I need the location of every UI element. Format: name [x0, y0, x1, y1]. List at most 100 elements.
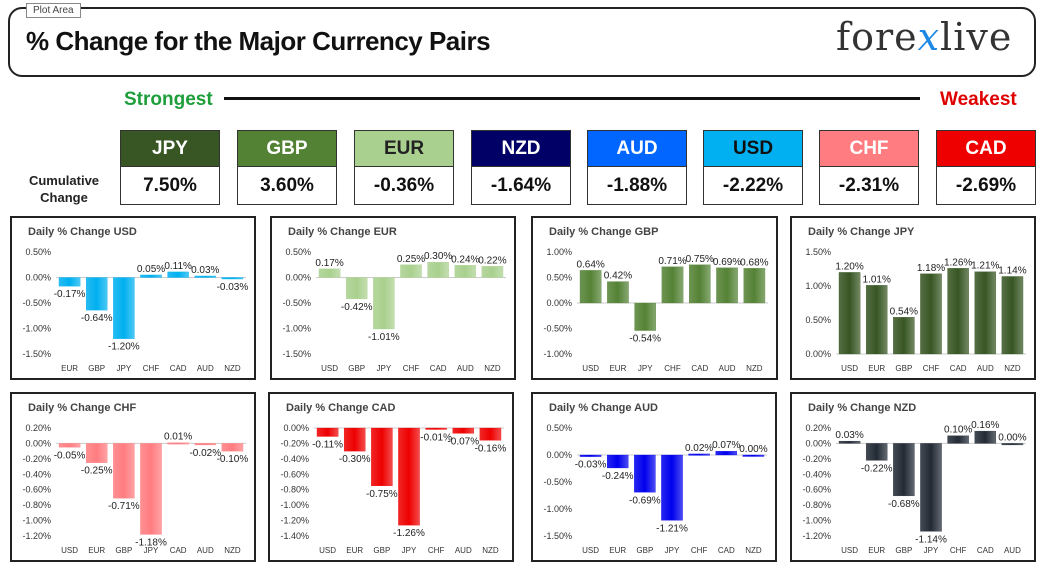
data-label: -0.25%	[81, 466, 113, 477]
x-tick-label: NZD	[482, 546, 499, 555]
y-tick-label: -0.50%	[22, 298, 51, 308]
x-tick-label: AUD	[457, 364, 474, 373]
x-tick-label: NZD	[746, 364, 763, 373]
y-tick-label: -0.20%	[280, 438, 309, 448]
logo-text-left: fore	[836, 15, 918, 59]
currency-cumulative-value: -1.64%	[471, 167, 571, 205]
bar-eur	[58, 277, 81, 287]
data-label: 0.25%	[397, 254, 425, 265]
bar-eur	[343, 427, 366, 452]
x-tick-label: GBP	[348, 364, 365, 373]
x-tick-label: JPY	[638, 364, 653, 373]
bar-jpy	[920, 443, 942, 532]
y-tick-label: -1.50%	[22, 349, 51, 359]
y-tick-label: -1.00%	[22, 516, 51, 526]
bar-jpy	[373, 277, 395, 330]
data-label: -0.03%	[217, 282, 249, 293]
page-title: % Change for the Major Currency Pairs	[26, 26, 491, 56]
y-tick-label: -0.80%	[22, 500, 51, 510]
data-label: 0.69%	[713, 257, 741, 268]
bar-aud	[974, 271, 997, 355]
currency-name: EUR	[354, 130, 454, 167]
x-tick-label: CHF	[950, 546, 967, 555]
bar-chf	[140, 274, 162, 278]
currency-name: JPY	[120, 130, 220, 167]
bar-chart: Daily % Change CAD 0.00% -0.20% -0.40% -0.60…	[280, 402, 507, 555]
y-tick-label: -1.20%	[802, 531, 831, 541]
strongest-label: Strongest	[124, 89, 213, 110]
y-tick-label: -0.80%	[802, 500, 831, 510]
data-label: -0.68%	[888, 499, 920, 510]
bar-aud	[452, 427, 475, 434]
bar-cad	[715, 451, 738, 456]
data-label: 0.03%	[835, 430, 863, 441]
bar-nzd	[479, 427, 502, 441]
bar-aud	[716, 267, 738, 304]
bar-jpy	[398, 427, 420, 526]
data-label: -0.17%	[54, 289, 86, 300]
bar-cad	[427, 262, 449, 278]
x-tick-label: JPY	[377, 364, 392, 373]
data-label: -1.14%	[915, 534, 947, 545]
y-tick-label: 0.50%	[25, 247, 51, 257]
data-label: -1.18%	[135, 537, 167, 548]
currency-cumulative-value: -1.88%	[587, 167, 687, 205]
data-label: 0.01%	[164, 432, 192, 443]
y-tick-label: -1.50%	[543, 531, 572, 541]
y-tick-label: -0.20%	[802, 454, 831, 464]
currency-cumulative-value: -2.69%	[936, 167, 1036, 205]
x-tick-label: CAD	[977, 546, 994, 555]
x-tick-label: GBP	[88, 364, 105, 373]
currency-box-eur: EUR -0.36%	[354, 130, 454, 205]
x-tick-label: NZD	[1004, 364, 1021, 373]
data-label: -0.03%	[575, 460, 607, 471]
chart-panel-eur: Daily % Change EUR 0.50% 0.00% -0.50% -1.00%…	[270, 216, 516, 380]
data-label: -0.75%	[366, 489, 398, 500]
x-tick-label: CAD	[718, 546, 735, 555]
bar-eur	[865, 443, 888, 461]
x-tick-label: AUD	[455, 546, 472, 555]
bar-chf	[425, 427, 447, 430]
x-tick-label: CAD	[170, 546, 187, 555]
x-tick-label: NZD	[484, 364, 501, 373]
chart-title: Daily % Change JPY	[808, 226, 915, 238]
x-tick-label: JPY	[665, 546, 680, 555]
currency-cumulative-value: -0.36%	[354, 167, 454, 205]
bar-eur	[606, 454, 629, 469]
cumulative-label-line2: Change	[40, 190, 88, 205]
y-tick-label: 0.50%	[546, 423, 572, 433]
bar-usd	[579, 454, 602, 457]
x-tick-label: USD	[319, 546, 336, 555]
data-label: -0.16%	[475, 443, 507, 454]
data-label: -0.10%	[217, 454, 249, 465]
bar-usd	[318, 268, 341, 278]
y-tick-label: -1.00%	[802, 516, 831, 526]
x-tick-label: NZD	[745, 546, 762, 555]
data-label: 0.42%	[604, 271, 632, 282]
bar-chart: Daily % Change NZD 0.20% 0.00% -0.20% -0.40%…	[802, 402, 1026, 555]
bar-aud	[194, 275, 217, 278]
currency-box-gbp: GBP 3.60%	[237, 130, 337, 205]
y-tick-label: -1.00%	[282, 324, 311, 334]
data-label: 0.07%	[712, 440, 740, 451]
x-tick-label: GBP	[373, 546, 390, 555]
currency-name: NZD	[471, 130, 571, 167]
data-label: -0.24%	[602, 471, 634, 482]
bar-gbp	[345, 277, 368, 300]
y-tick-label: -0.50%	[543, 477, 572, 487]
y-tick-label: 1.00%	[546, 247, 572, 257]
y-tick-label: -1.50%	[282, 349, 311, 359]
x-tick-label: CHF	[664, 364, 681, 373]
y-tick-label: -0.40%	[802, 469, 831, 479]
cumulative-label-line1: Cumulative	[28, 173, 100, 188]
currency-box-usd: USD -2.22%	[703, 130, 803, 205]
data-label: 1.18%	[917, 263, 945, 274]
y-tick-label: 0.00%	[805, 349, 831, 359]
data-label: -0.54%	[629, 334, 661, 345]
bar-chart: Daily % Change AUD 0.50% 0.00% -0.50% -1.00%…	[543, 402, 767, 555]
x-tick-label: NZD	[224, 546, 241, 555]
currency-cumulative-value: 7.50%	[120, 167, 220, 205]
bar-gbp	[893, 443, 915, 497]
x-tick-label: JPY	[144, 546, 159, 555]
chart-title: Daily % Change AUD	[549, 402, 658, 414]
